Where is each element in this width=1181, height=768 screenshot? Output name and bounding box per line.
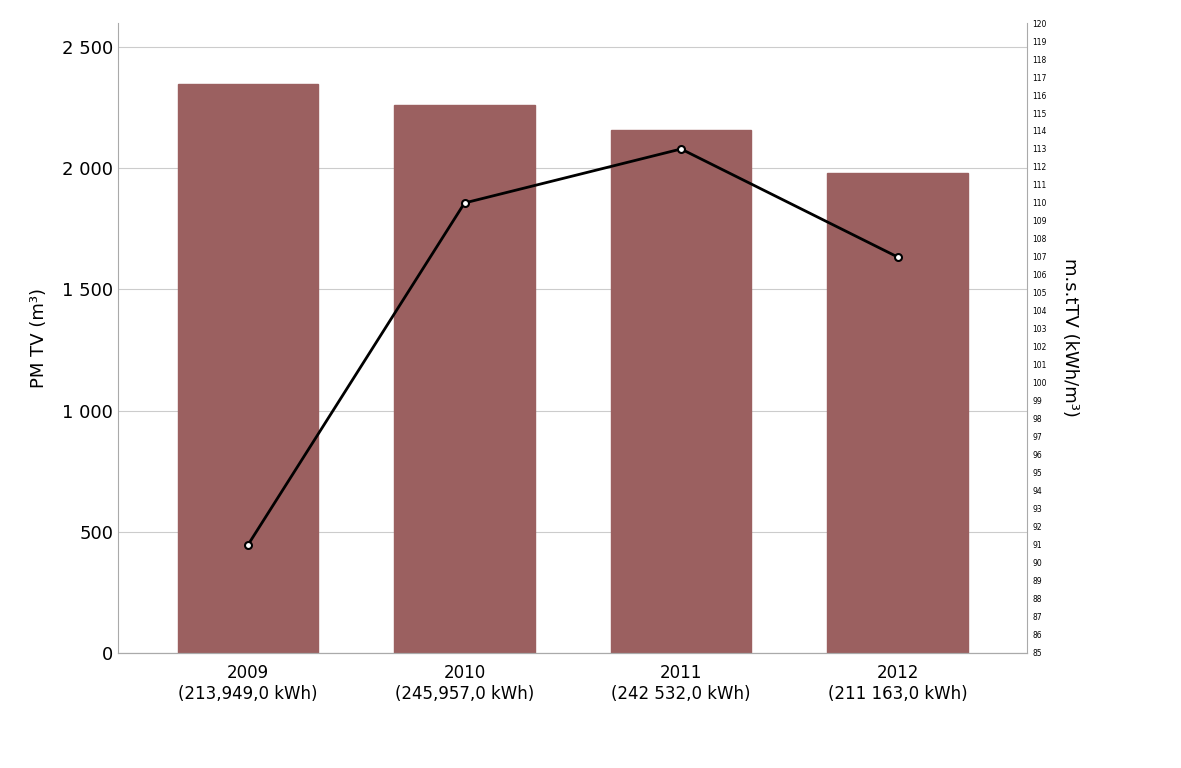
Bar — [177, 84, 319, 653]
Bar — [827, 174, 968, 653]
Y-axis label: PM TV (m³): PM TV (m³) — [30, 288, 48, 388]
Bar — [611, 130, 751, 653]
Bar — [394, 105, 535, 653]
Y-axis label: m.s.tTV (kWh/m³): m.s.tTV (kWh/m³) — [1061, 259, 1078, 417]
